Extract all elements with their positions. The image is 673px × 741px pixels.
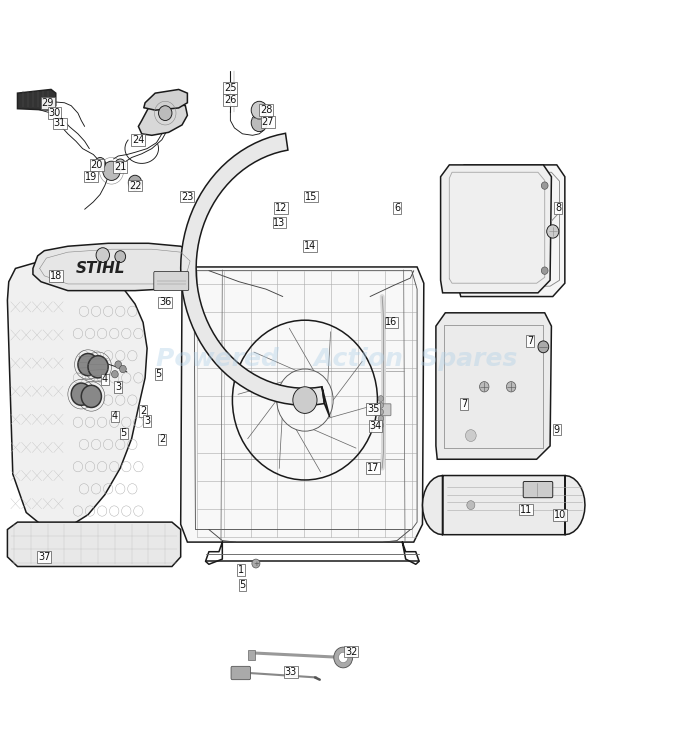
Polygon shape: [441, 165, 551, 293]
Circle shape: [251, 114, 267, 132]
Text: 6: 6: [394, 203, 400, 213]
Text: 29: 29: [42, 98, 54, 107]
FancyBboxPatch shape: [375, 404, 391, 416]
Circle shape: [339, 652, 348, 662]
Polygon shape: [248, 650, 254, 660]
Text: 5: 5: [120, 428, 127, 439]
Polygon shape: [180, 133, 324, 405]
FancyBboxPatch shape: [231, 666, 250, 679]
Circle shape: [81, 385, 102, 408]
Circle shape: [506, 382, 516, 392]
Circle shape: [120, 365, 127, 373]
Text: 14: 14: [304, 242, 316, 251]
Text: 3: 3: [115, 382, 121, 392]
Polygon shape: [144, 90, 187, 110]
Text: 23: 23: [181, 192, 194, 202]
Text: 13: 13: [273, 218, 285, 227]
Circle shape: [466, 430, 476, 442]
Circle shape: [334, 647, 353, 668]
Text: 33: 33: [285, 667, 297, 677]
Circle shape: [546, 225, 559, 238]
Circle shape: [378, 422, 384, 428]
Circle shape: [71, 383, 92, 405]
Circle shape: [378, 409, 384, 415]
Text: 32: 32: [345, 647, 357, 657]
Text: 30: 30: [48, 108, 61, 118]
Polygon shape: [180, 267, 424, 542]
Circle shape: [378, 396, 384, 402]
Text: 2: 2: [159, 434, 165, 445]
Text: 20: 20: [91, 160, 103, 170]
Text: 3: 3: [144, 416, 150, 426]
Text: 8: 8: [555, 203, 561, 213]
Text: 15: 15: [305, 192, 317, 202]
Circle shape: [159, 106, 172, 121]
Circle shape: [252, 559, 260, 568]
Text: 4: 4: [112, 411, 118, 422]
Circle shape: [96, 247, 110, 262]
Circle shape: [112, 370, 118, 378]
Polygon shape: [33, 243, 195, 290]
Text: 4: 4: [102, 374, 108, 385]
Text: 9: 9: [554, 425, 560, 435]
Text: 2: 2: [140, 406, 146, 416]
Text: 18: 18: [50, 270, 62, 281]
Circle shape: [293, 387, 317, 413]
Text: 19: 19: [85, 172, 98, 182]
Text: 21: 21: [114, 162, 127, 172]
Text: 28: 28: [260, 105, 272, 115]
Text: 26: 26: [224, 95, 237, 104]
Text: 7: 7: [461, 399, 467, 409]
Circle shape: [103, 162, 120, 180]
Text: 11: 11: [520, 505, 532, 514]
Circle shape: [95, 158, 106, 170]
Text: 17: 17: [367, 463, 380, 473]
Circle shape: [129, 175, 142, 190]
Polygon shape: [322, 387, 330, 417]
Circle shape: [467, 501, 475, 510]
Circle shape: [251, 102, 267, 119]
Text: +: +: [253, 560, 259, 567]
Text: 35: 35: [367, 404, 380, 414]
Circle shape: [541, 182, 548, 189]
Circle shape: [378, 416, 384, 422]
Text: Powered    Action  Spares: Powered Action Spares: [156, 348, 517, 371]
FancyBboxPatch shape: [154, 271, 188, 290]
Text: 24: 24: [132, 135, 145, 144]
Circle shape: [378, 402, 384, 408]
Text: STIHL: STIHL: [75, 261, 125, 276]
Polygon shape: [17, 90, 56, 110]
Polygon shape: [7, 522, 180, 567]
Circle shape: [115, 250, 126, 262]
Polygon shape: [458, 165, 565, 296]
Text: 1: 1: [238, 565, 244, 575]
Polygon shape: [139, 103, 187, 136]
Circle shape: [541, 267, 548, 274]
Text: 31: 31: [54, 119, 66, 128]
Circle shape: [115, 159, 126, 171]
Text: 12: 12: [275, 203, 287, 213]
Circle shape: [480, 382, 489, 392]
Text: 10: 10: [554, 510, 566, 519]
Circle shape: [88, 356, 108, 378]
Circle shape: [538, 341, 548, 353]
Text: 5: 5: [240, 580, 246, 590]
Text: 16: 16: [386, 317, 398, 328]
Text: 5: 5: [155, 369, 162, 379]
Text: 36: 36: [159, 297, 172, 308]
FancyBboxPatch shape: [523, 482, 553, 498]
Text: 34: 34: [369, 421, 382, 431]
Text: 25: 25: [224, 83, 237, 93]
Polygon shape: [423, 476, 585, 535]
Text: 22: 22: [129, 181, 141, 190]
Text: 27: 27: [262, 117, 274, 127]
Polygon shape: [436, 313, 551, 459]
Text: 37: 37: [38, 552, 50, 562]
Text: 7: 7: [527, 336, 533, 346]
Circle shape: [115, 361, 122, 368]
Circle shape: [78, 353, 98, 376]
Polygon shape: [7, 261, 147, 530]
